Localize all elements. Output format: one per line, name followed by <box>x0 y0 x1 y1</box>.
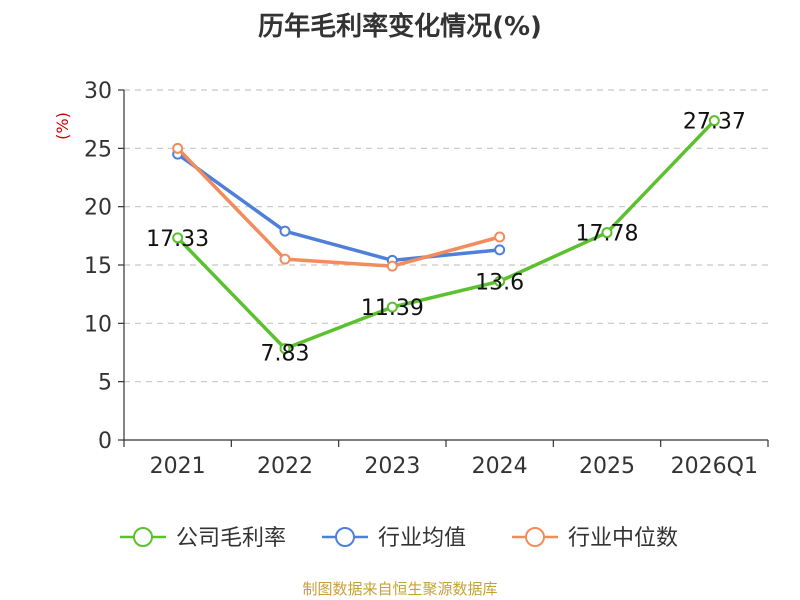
data-label: 17.78 <box>576 222 639 247</box>
y-tick-label: 10 <box>84 312 112 337</box>
data-point-1 <box>279 225 291 237</box>
x-tick-label: 2021 <box>150 454 206 479</box>
legend-label: 行业中位数 <box>568 526 678 551</box>
data-point-2 <box>386 260 398 272</box>
legend-marker <box>335 527 355 547</box>
y-tick-label: 15 <box>84 254 112 279</box>
legend-label: 行业均值 <box>378 526 466 551</box>
x-tick-label: 2023 <box>364 454 420 479</box>
legend-marker <box>133 527 153 547</box>
y-tick-label: 30 <box>84 79 112 104</box>
data-label: 27.37 <box>683 110 746 135</box>
data-label: 13.6 <box>475 270 524 295</box>
series-line-2 <box>176 147 501 268</box>
y-tick-label: 0 <box>98 429 112 454</box>
source-note: 制图数据来自恒生聚源数据库 <box>302 580 498 598</box>
legend-marker <box>525 527 545 547</box>
data-point-2 <box>494 231 506 243</box>
data-point-0 <box>601 227 613 239</box>
data-label: 11.39 <box>361 296 424 321</box>
data-label: 7.83 <box>261 342 310 367</box>
y-tick-label: 20 <box>84 196 112 221</box>
data-point-0 <box>172 232 184 244</box>
data-point-0 <box>708 115 720 127</box>
data-point-0 <box>386 301 398 313</box>
data-label: 17.33 <box>146 227 209 252</box>
legend-label: 公司毛利率 <box>176 526 286 551</box>
data-point-2 <box>172 142 184 154</box>
y-axis-unit-label: (%) <box>53 112 72 140</box>
data-point-1 <box>494 244 506 256</box>
x-tick-label: 2025 <box>579 454 635 479</box>
series-line-1 <box>176 152 500 263</box>
x-tick-label: 2026Q1 <box>671 454 758 479</box>
y-tick-label: 25 <box>84 137 112 162</box>
series-line-0 <box>176 119 716 351</box>
data-point-0 <box>494 275 506 287</box>
data-point-2 <box>279 253 291 265</box>
x-tick-label: 2024 <box>472 454 528 479</box>
chart-title: 历年毛利率变化情况(%) <box>258 12 542 42</box>
data-point-0 <box>279 343 291 355</box>
y-tick-label: 5 <box>98 371 112 396</box>
x-tick-label: 2022 <box>257 454 313 479</box>
